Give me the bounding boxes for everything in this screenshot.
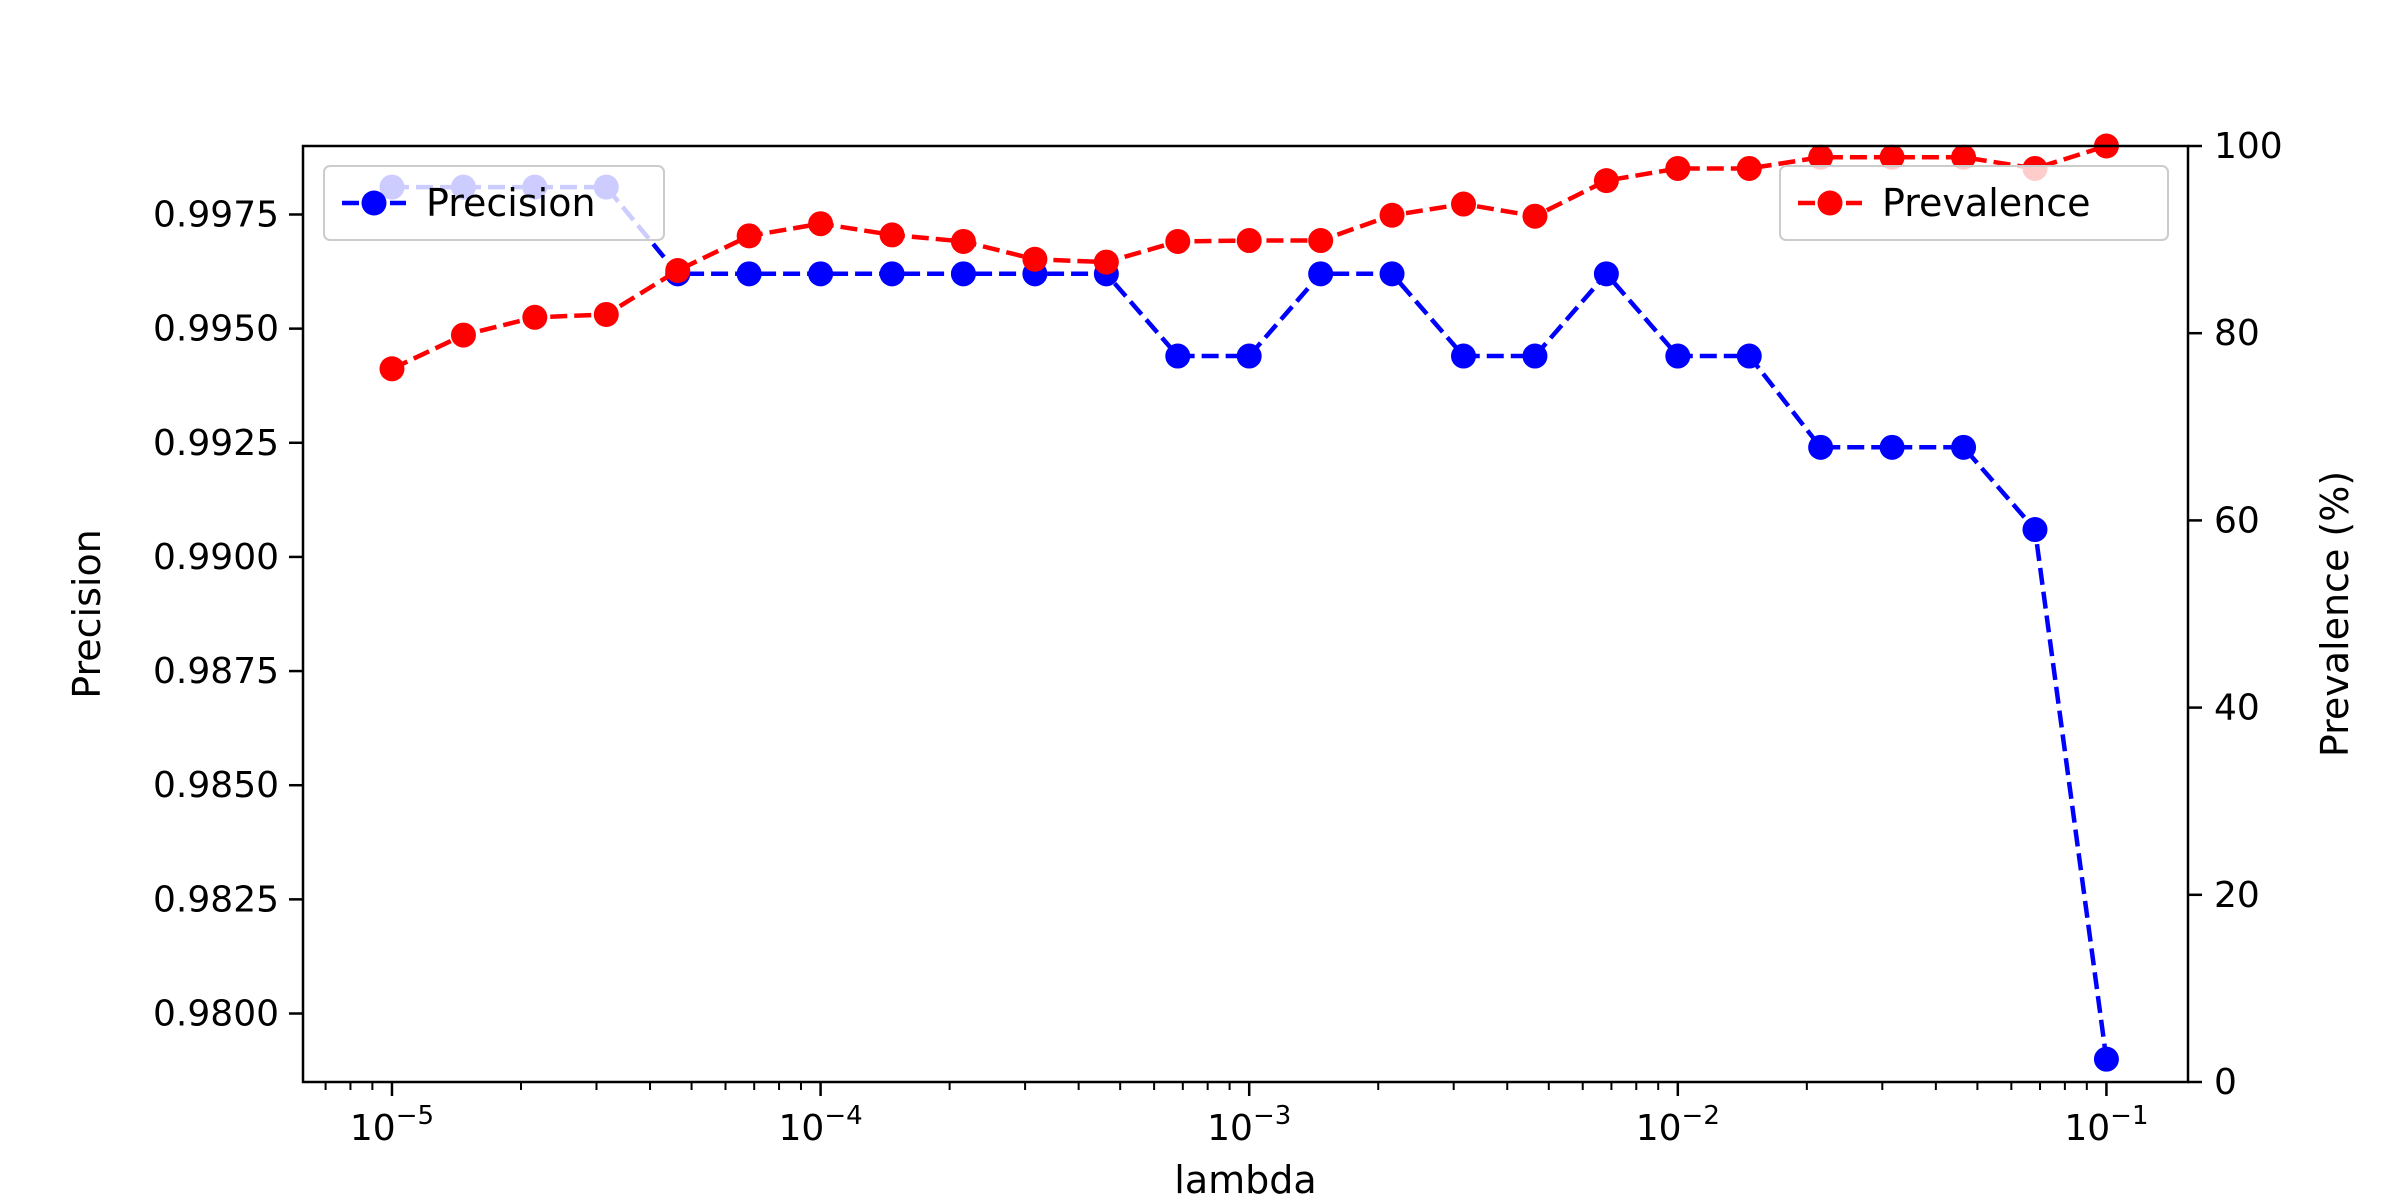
legend-box xyxy=(323,165,665,241)
y2-tick-label: 0 xyxy=(2214,1062,2237,1103)
prevalence-point xyxy=(808,211,834,237)
prevalence-point xyxy=(450,322,476,348)
plot-frame xyxy=(301,144,2190,1084)
x-axis-title: lambda xyxy=(1174,1158,1316,1200)
prevalence-point xyxy=(1593,168,1619,194)
prevalence-point xyxy=(1951,144,1977,170)
prevalence-point xyxy=(522,304,548,330)
y-tick-label: 0.9900 xyxy=(153,537,279,578)
prevalence-point xyxy=(1665,155,1691,181)
precision-point xyxy=(2022,517,2048,543)
y2-tick-label: 80 xyxy=(2214,313,2260,354)
x-tick-label: 10−5 xyxy=(350,1101,434,1149)
x-tick-label: 10−1 xyxy=(2064,1101,2148,1149)
precision-point xyxy=(950,261,976,287)
x-axis: 10−5 10−4 10−3 10−2 10−1 xyxy=(324,1082,2148,1149)
y-tick-label: 0.9850 xyxy=(153,765,279,806)
prevalence-point xyxy=(1808,144,1834,170)
prevalence-point xyxy=(379,356,405,382)
legend-marker-swatch xyxy=(361,190,387,216)
prevalence-point xyxy=(1022,246,1048,272)
y-tick-label: 0.9875 xyxy=(153,651,279,692)
precision-point xyxy=(1522,343,1548,369)
y2-tick-label: 60 xyxy=(2214,500,2260,541)
x-tick-label: 10−2 xyxy=(1636,1101,1720,1149)
precision-point xyxy=(1308,261,1334,287)
precision-point xyxy=(808,261,834,287)
legend-marker-swatch xyxy=(1817,190,1843,216)
legend-box xyxy=(1779,165,2169,241)
y-tick-label: 0.9950 xyxy=(153,309,279,350)
y-axis-title: Precision xyxy=(65,529,109,699)
precision-point xyxy=(1879,434,1905,460)
legend-label: Precision xyxy=(426,181,596,225)
x-tick-label: 10−3 xyxy=(1207,1101,1291,1149)
legend-precision: Precision xyxy=(323,165,665,241)
prevalence-point xyxy=(1236,228,1262,254)
legend-prevalence: Prevalence xyxy=(1779,165,2169,241)
prevalence-point xyxy=(1093,249,1119,275)
legend-label: Prevalence xyxy=(1882,181,2090,225)
prevalence-point xyxy=(1736,155,1762,181)
prevalence-point xyxy=(593,301,619,327)
prevalence-point xyxy=(1879,144,1905,170)
prevalence-point xyxy=(1379,202,1405,228)
prevalence-point xyxy=(1308,228,1334,254)
prevalence-point xyxy=(1522,203,1548,229)
y-axis-right: 0 20 40 60 80 100 xyxy=(2188,126,2283,1103)
prevalence-point xyxy=(665,257,691,283)
prevalence-point xyxy=(950,228,976,254)
precision-point xyxy=(1951,434,1977,460)
prevalence-point xyxy=(1450,191,1476,217)
series-precision xyxy=(379,174,2119,1072)
y-tick-label: 0.9800 xyxy=(153,994,279,1035)
precision-point xyxy=(1379,261,1405,287)
precision-point xyxy=(1736,343,1762,369)
precision-point xyxy=(1665,343,1691,369)
precision-point xyxy=(1165,343,1191,369)
precision-point xyxy=(1450,343,1476,369)
x-tick-label: 10−4 xyxy=(779,1101,863,1149)
y-axis-left: 0.9800 0.9825 0.9850 0.9875 0.9900 0.9925 0.99… xyxy=(153,194,303,1035)
y-tick-label: 0.9975 xyxy=(153,194,279,235)
y2-tick-label: 40 xyxy=(2214,688,2260,729)
prevalence-point xyxy=(736,223,762,249)
series-layer xyxy=(379,133,2119,1072)
y-tick-label: 0.9825 xyxy=(153,879,279,920)
precision-point xyxy=(1236,343,1262,369)
prevalence-point xyxy=(1165,228,1191,254)
precision-point xyxy=(1808,434,1834,460)
prevalence-point xyxy=(879,222,905,248)
precision-point xyxy=(1593,261,1619,287)
y2-axis-title: Prevalence (%) xyxy=(2313,471,2357,757)
y-tick-label: 0.9925 xyxy=(153,423,279,464)
y2-tick-label: 20 xyxy=(2214,875,2260,916)
precision-line xyxy=(392,184,2109,1060)
precision-point xyxy=(736,261,762,287)
y2-tick-label: 100 xyxy=(2214,126,2283,167)
precision-point xyxy=(879,261,905,287)
precision-point xyxy=(2093,1046,2119,1072)
